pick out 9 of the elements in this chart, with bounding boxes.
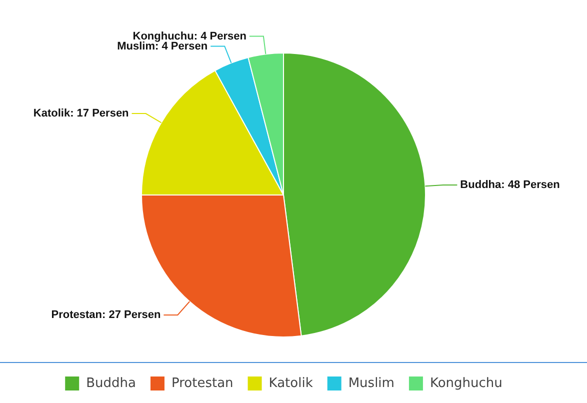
data-label: Konghuchu: 4 Persen (132, 30, 247, 42)
legend-label: Muslim (348, 376, 394, 391)
legend-label: Konghuchu (430, 376, 502, 391)
data-label: Protestan: 27 Persen (51, 309, 161, 322)
data-label: Katolik: 17 Persen (33, 108, 130, 120)
legend-label: Katolik (268, 376, 314, 391)
data-label: Buddha: 48 Persen (460, 178, 560, 191)
legend-label: Buddha (86, 376, 136, 391)
legend-label: Protestan (171, 376, 234, 391)
